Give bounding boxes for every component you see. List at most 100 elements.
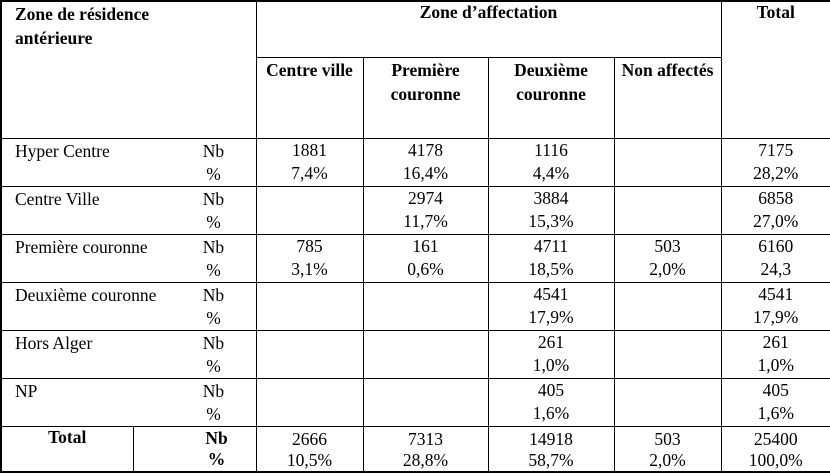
total-data-cell: 261 1,0% xyxy=(720,330,830,379)
nb-value xyxy=(615,140,720,163)
total-data-cell: 4541 17,9% xyxy=(720,282,830,331)
data-cell xyxy=(255,282,364,331)
nb-label: Nb xyxy=(202,189,225,209)
group-header-cell: Zone d’affectation xyxy=(255,0,722,59)
data-cell xyxy=(613,282,722,331)
nb-value xyxy=(364,284,487,307)
column-header-centre-ville: Centre ville xyxy=(255,57,364,139)
nb-value xyxy=(615,332,720,355)
column-header-deuxieme-couronne: Deuxième couronne xyxy=(487,57,615,139)
nb-value xyxy=(615,188,720,211)
nb-value: 785 xyxy=(296,236,323,256)
measure-labels: Nb % xyxy=(193,428,241,470)
grand-total-cell: 25400 100,0% xyxy=(720,426,830,473)
pct-value: 17,9% xyxy=(753,307,799,327)
data-cell xyxy=(362,378,489,427)
nb-value: 7175 xyxy=(758,140,794,160)
data-cell: 4711 18,5% xyxy=(487,234,615,283)
pct-value: 28,8% xyxy=(402,450,449,470)
nb-value xyxy=(257,284,362,307)
nb-value: 6160 xyxy=(758,236,794,256)
pct-value: 58,7% xyxy=(528,450,574,470)
pct-value xyxy=(615,162,720,185)
table-row-hors-alger: Hors Alger Nb % 261 1,0% 261 1,0% xyxy=(0,330,830,379)
row-label-cell: Centre Ville Nb % xyxy=(0,186,257,235)
table-row-centre-ville: Centre Ville Nb % 2974 11,7% 3884 15,3% 68… xyxy=(0,186,830,235)
data-cell xyxy=(255,186,364,235)
total-column-header-label: Total xyxy=(756,2,795,22)
nb-value xyxy=(257,332,362,355)
nb-label: Nb xyxy=(202,237,225,257)
measure-labels: Nb % xyxy=(190,236,238,282)
row-label: Hors Alger xyxy=(15,333,93,353)
pct-value: 27,0% xyxy=(753,211,799,231)
data-cell: 161 0,6% xyxy=(362,234,489,283)
data-cell: 1881 7,4% xyxy=(255,138,364,187)
pct-value: 1,0% xyxy=(532,355,570,375)
column-header-premiere-couronne: Première couronne xyxy=(362,57,489,139)
measure-labels: Nb % xyxy=(190,380,238,426)
pct-value: 2,0% xyxy=(649,259,686,279)
nb-value xyxy=(615,284,720,307)
pct-value xyxy=(257,210,362,233)
data-cell: 3884 15,3% xyxy=(487,186,615,235)
pct-value: 11,7% xyxy=(403,211,448,231)
pct-value: 28,2% xyxy=(753,163,799,183)
nb-value: 1116 xyxy=(534,140,568,160)
nb-value: 161 xyxy=(412,236,439,256)
nb-value: 405 xyxy=(537,380,565,400)
nb-value: 4541 xyxy=(758,284,794,304)
table-row-np: NP Nb % 405 1,6% 405 1,6% xyxy=(0,378,830,427)
data-cell: 405 1,6% xyxy=(487,378,615,427)
measure-labels: Nb % xyxy=(190,332,238,378)
total-data-cell: 6858 27,0% xyxy=(720,186,830,235)
pct-value xyxy=(364,354,487,377)
data-cell xyxy=(613,186,722,235)
data-cell xyxy=(255,378,364,427)
nb-label: Nb xyxy=(202,333,225,353)
pct-value: 2,0% xyxy=(649,450,686,470)
pct-label: % xyxy=(206,308,221,328)
pct-value: 1,0% xyxy=(757,355,794,375)
data-cell: 4178 16,4% xyxy=(362,138,489,187)
nb-value: 4541 xyxy=(533,284,569,304)
total-data-cell: 7175 28,2% xyxy=(720,138,830,187)
total-row-label-cell: Total xyxy=(0,426,134,473)
nb-value: 261 xyxy=(537,332,565,352)
total-measure-labels-cell: Nb % xyxy=(132,426,257,473)
row-label-cell: Deuxième couronne Nb % xyxy=(0,282,257,331)
nb-value: 503 xyxy=(654,429,681,449)
nb-label: Nb xyxy=(202,381,225,401)
total-data-cell: 6160 24,3 xyxy=(720,234,830,283)
nb-value xyxy=(364,380,487,403)
pct-value: 24,3 xyxy=(760,259,792,279)
group-header-label: Zone d’affectation xyxy=(419,2,558,22)
total-data-cell: 405 1,6% xyxy=(720,378,830,427)
total-row-label: Total xyxy=(48,427,87,447)
row-label-cell: Première couronne Nb % xyxy=(0,234,257,283)
corner-header-cell: Zone de résidence antérieure xyxy=(0,0,257,139)
row-label-cell: NP Nb % xyxy=(0,378,257,427)
row-label: Centre Ville xyxy=(15,189,100,209)
data-cell: 503 2,0% xyxy=(613,234,722,283)
pct-value: 1,6% xyxy=(757,403,794,423)
pct-label: % xyxy=(207,449,226,469)
data-cell: 785 3,1% xyxy=(255,234,364,283)
row-label: NP xyxy=(15,381,38,401)
nb-value: 1881 xyxy=(292,140,327,160)
data-cell: 1116 4,4% xyxy=(487,138,615,187)
nb-value: 4711 xyxy=(533,236,569,256)
pct-value xyxy=(615,306,720,329)
total-data-cell: 14918 58,7% xyxy=(487,426,615,473)
data-cell: 261 1,0% xyxy=(487,330,615,379)
data-cell: 4541 17,9% xyxy=(487,282,615,331)
table-row-total: Total Nb % 2666 10,5% 7313 28,8% 14918 58,7… xyxy=(0,426,830,473)
total-data-cell: 2666 10,5% xyxy=(255,426,364,473)
data-cell xyxy=(613,138,722,187)
pct-value: 18,5% xyxy=(528,259,574,279)
pct-value: 0,6% xyxy=(407,259,444,279)
pct-label: % xyxy=(206,404,221,424)
pct-value: 10,5% xyxy=(286,450,333,470)
data-cell xyxy=(613,330,722,379)
